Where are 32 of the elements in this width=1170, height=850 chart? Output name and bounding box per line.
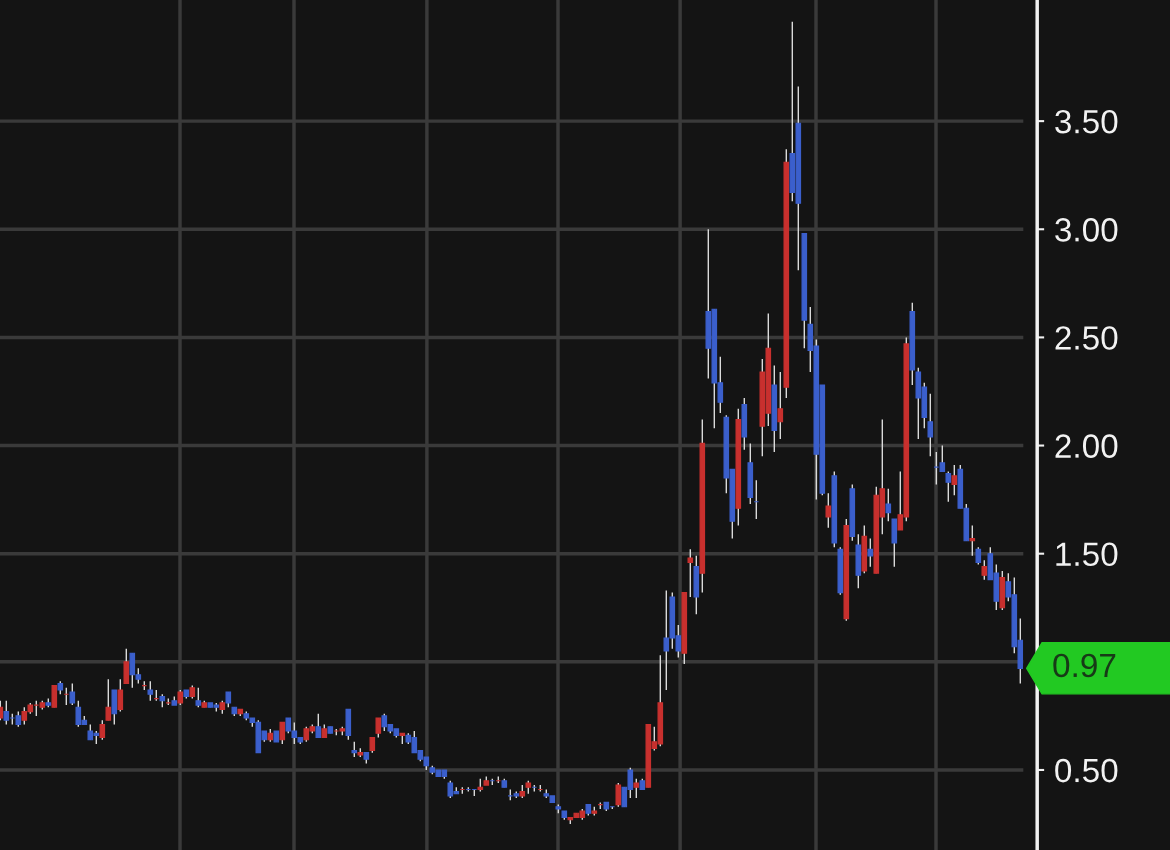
candlestick bbox=[375, 717, 382, 739]
candlestick bbox=[969, 524, 976, 557]
candlestick bbox=[891, 518, 898, 568]
candlestick bbox=[945, 470, 952, 503]
candlestick bbox=[69, 682, 76, 706]
y-tick-label: 2.00 bbox=[1055, 434, 1118, 458]
candlestick bbox=[867, 537, 874, 568]
y-tick-label: 1.50 bbox=[1056, 542, 1118, 567]
candlestick bbox=[195, 687, 202, 708]
candlestick bbox=[777, 371, 784, 440]
y-tick-label: 2.50 bbox=[1055, 326, 1118, 350]
candlestick bbox=[51, 684, 58, 708]
candlestick bbox=[687, 548, 694, 598]
candlestick bbox=[633, 777, 640, 799]
y-tick-label: 0.50 bbox=[1055, 758, 1118, 783]
candlestick bbox=[951, 464, 958, 496]
candlestick bbox=[615, 782, 622, 808]
candlestick bbox=[117, 678, 124, 713]
candlestick bbox=[885, 488, 892, 522]
candlestick bbox=[111, 689, 118, 726]
candlestick bbox=[279, 721, 286, 745]
y-tick-label: 3.00 bbox=[1055, 218, 1118, 242]
candlestick bbox=[123, 648, 130, 685]
candlestick bbox=[927, 392, 934, 458]
candlestick bbox=[105, 678, 112, 721]
candlestick bbox=[99, 719, 106, 741]
y-tick-label: 3.50 bbox=[1055, 109, 1118, 134]
candlestick bbox=[315, 713, 322, 739]
text: 0.97 bbox=[1053, 653, 1116, 678]
candlestick bbox=[825, 492, 832, 529]
candlestick bbox=[147, 680, 154, 702]
candlestick bbox=[981, 559, 988, 581]
